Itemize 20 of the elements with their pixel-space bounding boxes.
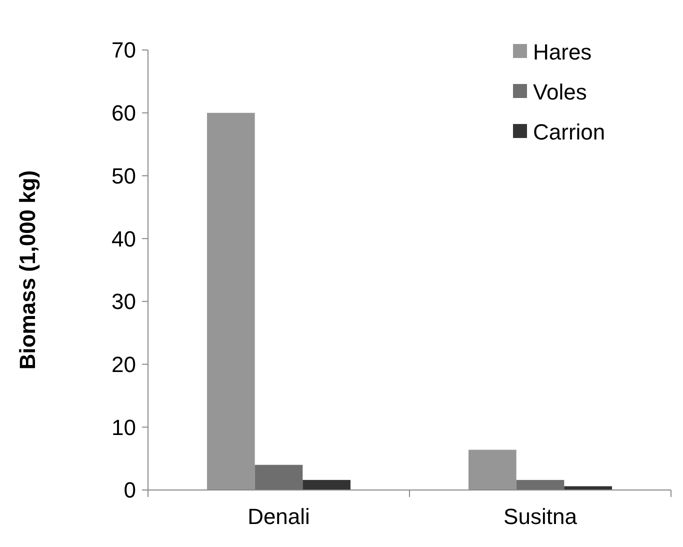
y-tick-label: 60 [112,100,136,126]
y-tick-label: 50 [112,163,136,188]
legend-label: Voles [533,80,587,105]
y-tick-label: 0 [124,478,136,503]
y-tick-label: 10 [112,414,136,440]
y-tick-label: 30 [112,289,136,314]
y-tick-label: 20 [112,352,136,377]
bar [302,480,350,490]
legend-label: Hares [533,40,592,65]
x-tick-label: Denali [248,504,310,529]
bar [254,464,303,490]
bar [564,486,612,490]
y-axis-title: Biomass (1,000 kg) [15,170,40,370]
bar [468,450,516,490]
y-tick-label: 40 [112,226,136,252]
bar [207,112,255,490]
y-tick-label: 70 [112,38,136,63]
bar [516,480,564,490]
legend-label: Carrion [533,120,606,145]
x-tick-label: Susitna [504,504,578,529]
